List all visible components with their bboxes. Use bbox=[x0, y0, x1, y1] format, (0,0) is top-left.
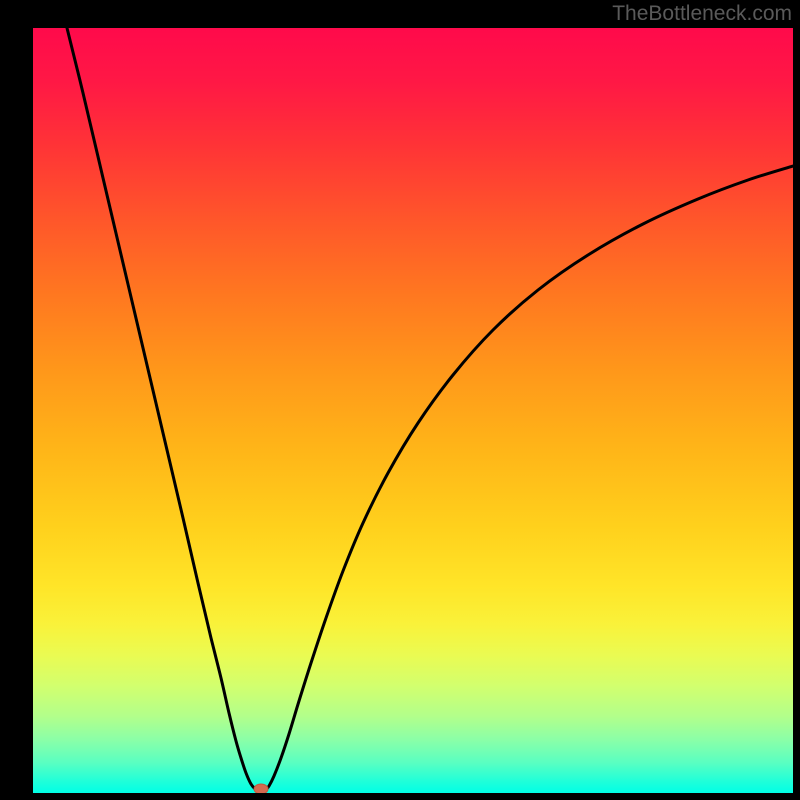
bottleneck-curve bbox=[67, 28, 793, 793]
watermark-text: TheBottleneck.com bbox=[612, 2, 792, 26]
minimum-marker bbox=[254, 784, 268, 793]
curve-svg bbox=[33, 28, 793, 793]
chart-container: { "watermark": { "text": "TheBottleneck.… bbox=[0, 0, 800, 800]
plot-area bbox=[33, 28, 793, 793]
